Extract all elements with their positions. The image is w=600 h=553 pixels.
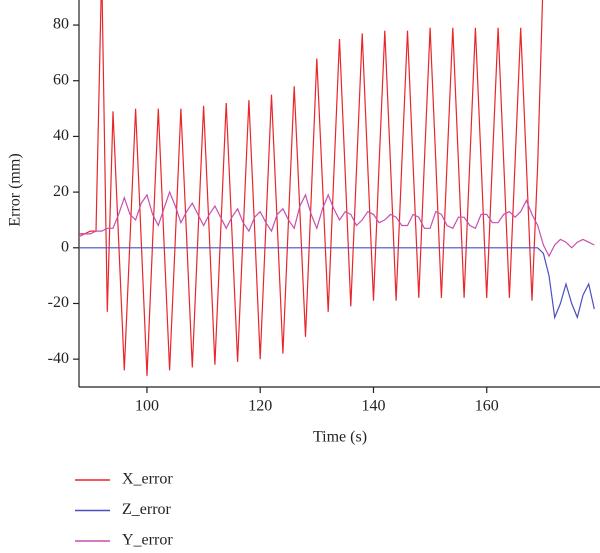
series-line: [79, 0, 544, 376]
legend-label: Z_error: [122, 501, 172, 518]
legend-label: X_error: [122, 471, 173, 488]
series-line: [79, 190, 595, 258]
legend-label: Y_error: [122, 532, 173, 549]
y-tick-label: -20: [48, 294, 69, 311]
x-tick-label: 120: [248, 398, 272, 415]
plot-area: [79, 0, 595, 376]
x-tick-label: 100: [135, 398, 159, 415]
y-tick-label: 20: [53, 183, 69, 200]
x-tick-label: 160: [475, 398, 499, 415]
y-tick-label: 60: [53, 71, 69, 88]
y-tick-label: -40: [48, 350, 69, 367]
y-tick-label: 0: [61, 238, 69, 255]
y-tick-label: 80: [53, 16, 69, 33]
y-tick-label: 40: [53, 127, 69, 144]
x-tick-label: 140: [361, 398, 385, 415]
x-axis-label: Time (s): [313, 429, 367, 446]
series-line: [79, 247, 595, 320]
y-axis-label: Error (mm): [7, 153, 24, 226]
